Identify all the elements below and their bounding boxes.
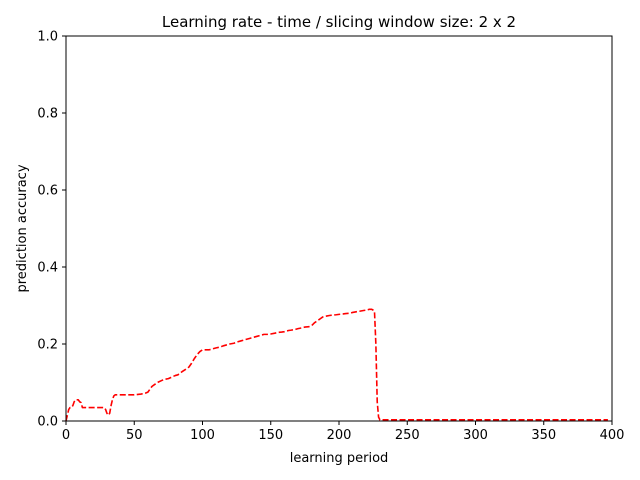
x-tick-label: 300	[463, 428, 488, 443]
x-axis: 0 50 100 150 200 250 300 350 400	[62, 421, 625, 443]
x-tick-label: 200	[327, 428, 352, 443]
x-axis-label: learning period	[290, 451, 389, 466]
series-layer	[65, 308, 608, 422]
y-axis: 0.0 0.2 0.4 0.6 0.8 1.0	[37, 30, 66, 430]
series-line-0	[65, 308, 608, 422]
plot-frame	[65, 35, 613, 422]
y-axis-label: prediction accuracy	[15, 164, 30, 292]
x-tick-label: 50	[126, 428, 143, 443]
y-tick-label: 0.6	[37, 184, 58, 199]
y-tick-label: 1.0	[37, 30, 58, 45]
chart-title: Learning rate - time / slicing window si…	[162, 13, 516, 31]
x-tick-label: 0	[62, 428, 70, 443]
x-tick-label: 100	[190, 428, 215, 443]
x-tick-label: 400	[600, 428, 625, 443]
y-tick-label: 0.2	[37, 338, 58, 353]
y-tick-label: 0.8	[37, 107, 58, 122]
y-tick-label: 0.4	[37, 261, 58, 276]
x-tick-label: 250	[395, 428, 420, 443]
x-tick-label: 350	[531, 428, 556, 443]
y-tick-label: 0.0	[37, 415, 58, 430]
x-tick-label: 150	[258, 428, 283, 443]
